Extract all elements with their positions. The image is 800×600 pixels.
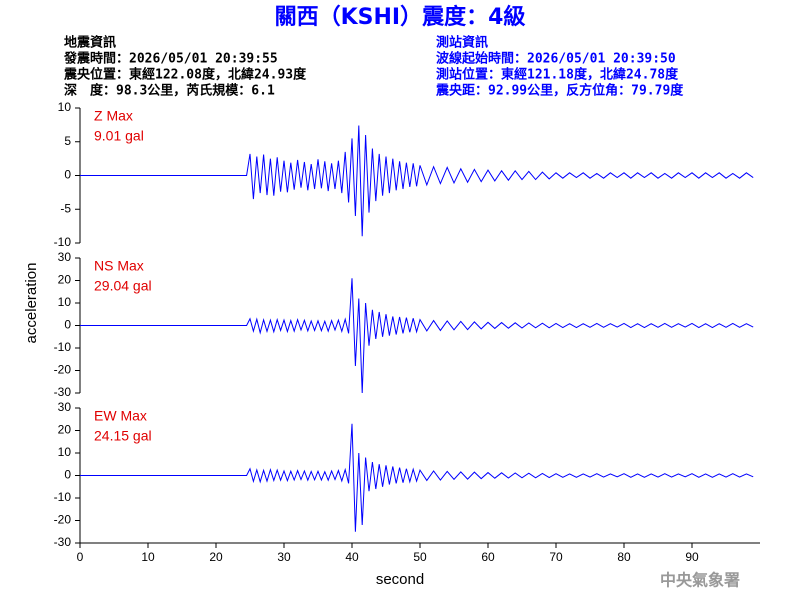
y-tick-label: -5 bbox=[60, 201, 71, 215]
y-axis-label: acceleration bbox=[23, 263, 40, 344]
trace bbox=[80, 423, 754, 532]
title: 關西（KSHI）震度：4級 bbox=[275, 4, 526, 30]
y-tick-label: -20 bbox=[54, 363, 72, 377]
series-name: NS Max bbox=[94, 258, 144, 274]
x-tick-label: 10 bbox=[141, 550, 155, 564]
y-tick-label: -30 bbox=[54, 535, 72, 549]
max-label: 29.04 gal bbox=[94, 278, 152, 294]
y-tick-label: 10 bbox=[58, 295, 72, 309]
y-tick-label: 30 bbox=[58, 250, 72, 264]
info-line: 測站位置：東經121.18度，北緯24.78度 bbox=[436, 67, 679, 83]
y-tick-label: -10 bbox=[54, 490, 72, 504]
y-tick-label: -20 bbox=[54, 513, 72, 527]
y-tick-label: 0 bbox=[64, 318, 71, 332]
y-tick-label: 10 bbox=[58, 100, 72, 114]
y-tick-label: 0 bbox=[64, 168, 71, 182]
trace bbox=[80, 125, 754, 237]
x-tick-label: 70 bbox=[549, 550, 563, 564]
trace bbox=[80, 278, 754, 394]
info-line: 發震時間：2026/05/01 20:39:55 bbox=[63, 51, 278, 67]
x-tick-label: 80 bbox=[617, 550, 631, 564]
x-tick-label: 30 bbox=[277, 550, 291, 564]
x-tick-label: 60 bbox=[481, 550, 495, 564]
y-tick-label: 0 bbox=[64, 468, 71, 482]
x-tick-label: 90 bbox=[685, 550, 699, 564]
info-line: 測站資訊 bbox=[436, 35, 488, 51]
x-axis-label: second bbox=[376, 571, 424, 588]
info-line: 震央距：92.99公里，反方位角：79.79度 bbox=[435, 83, 684, 99]
y-tick-label: 20 bbox=[58, 273, 72, 287]
y-tick-label: -30 bbox=[54, 385, 72, 399]
info-line: 地震資訊 bbox=[64, 35, 116, 51]
y-tick-label: -10 bbox=[54, 340, 72, 354]
series-name: Z Max bbox=[94, 108, 133, 124]
footer: 中央氣象署 bbox=[660, 571, 740, 590]
info-line: 震央位置：東經122.08度，北緯24.93度 bbox=[63, 67, 307, 83]
max-label: 24.15 gal bbox=[94, 428, 152, 444]
x-tick-label: 20 bbox=[209, 550, 223, 564]
info-line: 波線起始時間：2026/05/01 20:39:50 bbox=[436, 51, 676, 67]
x-tick-label: 40 bbox=[345, 550, 359, 564]
info-line: 深 度：98.3公里，芮氏規模：6.1 bbox=[64, 83, 275, 99]
series-name: EW Max bbox=[94, 408, 147, 424]
y-tick-label: 20 bbox=[58, 423, 72, 437]
y-tick-label: 30 bbox=[58, 400, 72, 414]
y-tick-label: 10 bbox=[58, 445, 72, 459]
x-tick-label: 50 bbox=[413, 550, 427, 564]
y-tick-label: -10 bbox=[54, 235, 72, 249]
max-label: 9.01 gal bbox=[94, 128, 144, 144]
x-tick-label: 0 bbox=[77, 550, 84, 564]
y-tick-label: 5 bbox=[64, 134, 71, 148]
